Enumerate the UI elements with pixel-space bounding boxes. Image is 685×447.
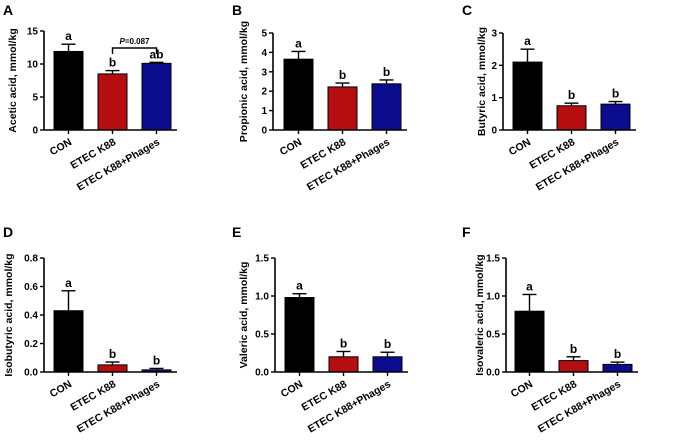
y-tick-label: 5	[261, 29, 267, 40]
bar-con	[283, 58, 314, 131]
bar-etec-k88	[556, 105, 587, 131]
bar-con	[53, 50, 84, 131]
x-tick-label: CON	[279, 378, 305, 400]
bar-etec-k88-phages	[141, 62, 172, 131]
y-tick-label: 1.0	[255, 292, 269, 303]
bar-etec-k88	[97, 364, 128, 373]
y-tick-label: 5	[32, 93, 38, 104]
y-axis-label: Propionic acid, mmol/kg	[238, 21, 250, 142]
y-tick-label: 0.8	[24, 254, 38, 265]
bar-etec-k88	[327, 86, 358, 131]
bar-con	[53, 310, 84, 373]
bar-etec-k88-phages	[371, 83, 402, 131]
significance-letter: a	[65, 276, 72, 290]
y-tick-label: 1	[261, 106, 267, 117]
y-tick-label: 3	[261, 67, 267, 78]
bar-con	[512, 61, 543, 131]
panel-letter: E	[232, 224, 241, 240]
panel-letter: C	[462, 2, 472, 18]
x-tick-label: CON	[509, 378, 535, 400]
bar-etec-k88	[328, 356, 359, 373]
bar-etec-k88-phages	[600, 103, 631, 131]
y-tick-label: 1.0	[486, 292, 500, 303]
y-axis-label: Butyric acid, mmol/kg	[476, 27, 488, 136]
panel-letter: F	[462, 224, 471, 240]
y-tick-label: 0	[491, 126, 497, 137]
y-tick-label: 0.0	[486, 368, 500, 379]
significance-letter: a	[524, 34, 531, 48]
x-tick-label: ETEC K88+Phages	[75, 136, 162, 193]
y-tick-label: 0	[261, 126, 267, 137]
p-value-number: =0.087	[125, 37, 150, 46]
significance-letter: b	[340, 336, 347, 350]
significance-letter: a	[295, 36, 302, 50]
significance-letter: a	[296, 279, 303, 293]
significance-letter: b	[383, 65, 390, 79]
x-tick-label: CON	[507, 136, 533, 158]
bar-etec-k88-phages	[602, 363, 633, 373]
y-tick-label: 1	[491, 93, 497, 104]
y-axis-label: Valeric acid, mmol/kg	[238, 262, 250, 369]
y-tick-label: 0.4	[24, 311, 38, 322]
x-tick-label: ETEC K88+Phages	[534, 136, 621, 193]
x-tick-label: ETEC K88+Phages	[305, 136, 392, 193]
bar-con	[514, 310, 545, 373]
y-tick-label: 1.5	[255, 254, 269, 265]
y-tick-label: 0.6	[24, 282, 38, 293]
y-axis-label: Isovaleric acid, mmol/kg	[474, 254, 486, 375]
x-tick-label: ETEC K88+Phages	[75, 378, 162, 435]
y-tick-label: 0.2	[24, 339, 38, 350]
x-tick-label: ETEC K88+Phages	[536, 378, 623, 435]
x-tick-label: CON	[278, 136, 304, 158]
significance-letter: b	[384, 337, 391, 351]
bar-etec-k88	[558, 360, 589, 373]
significance-letter: a	[526, 279, 533, 293]
y-axis-label: Acetic acid, mmol/kg	[7, 28, 19, 132]
y-tick-label: 0.0	[255, 368, 269, 379]
significance-letter: b	[612, 87, 619, 101]
p-value-label: P=0.087	[119, 37, 150, 46]
p-value-italic-p: P	[119, 37, 125, 46]
bar-etec-k88	[97, 73, 128, 131]
significance-letter: b	[614, 347, 621, 361]
y-tick-label: 2	[261, 87, 267, 98]
y-axis-label: Isobutyric acid, mmol/kg	[3, 253, 15, 376]
panel-letter: A	[3, 2, 13, 18]
significance-letter: ab	[149, 47, 163, 61]
y-tick-label: 0.5	[486, 330, 500, 341]
significance-letter: b	[568, 88, 575, 102]
y-tick-label: 0.0	[24, 368, 38, 379]
y-tick-label: 2	[491, 61, 497, 72]
y-tick-label: 3	[491, 29, 497, 40]
y-tick-label: 0.5	[255, 330, 269, 341]
bar-con	[284, 297, 315, 373]
bar-etec-k88-phages	[372, 356, 403, 373]
x-tick-label: CON	[48, 378, 74, 400]
y-tick-label: 4	[261, 48, 267, 59]
y-tick-label: 0	[32, 126, 38, 137]
significance-letter: a	[65, 29, 72, 43]
y-tick-label: 1.5	[486, 254, 500, 265]
x-tick-label: ETEC K88+Phages	[306, 378, 393, 435]
comparison-bracket	[111, 47, 158, 54]
x-tick-label: CON	[48, 136, 74, 158]
significance-letter: b	[339, 68, 346, 82]
significance-letter: b	[109, 56, 116, 70]
y-tick-label: 10	[27, 60, 39, 71]
significance-letter: b	[153, 353, 160, 367]
panel-letter: D	[3, 224, 13, 240]
panel-letter: B	[232, 2, 242, 18]
significance-letter: b	[570, 342, 577, 356]
significance-letter: b	[109, 347, 116, 361]
y-tick-label: 15	[27, 27, 39, 38]
